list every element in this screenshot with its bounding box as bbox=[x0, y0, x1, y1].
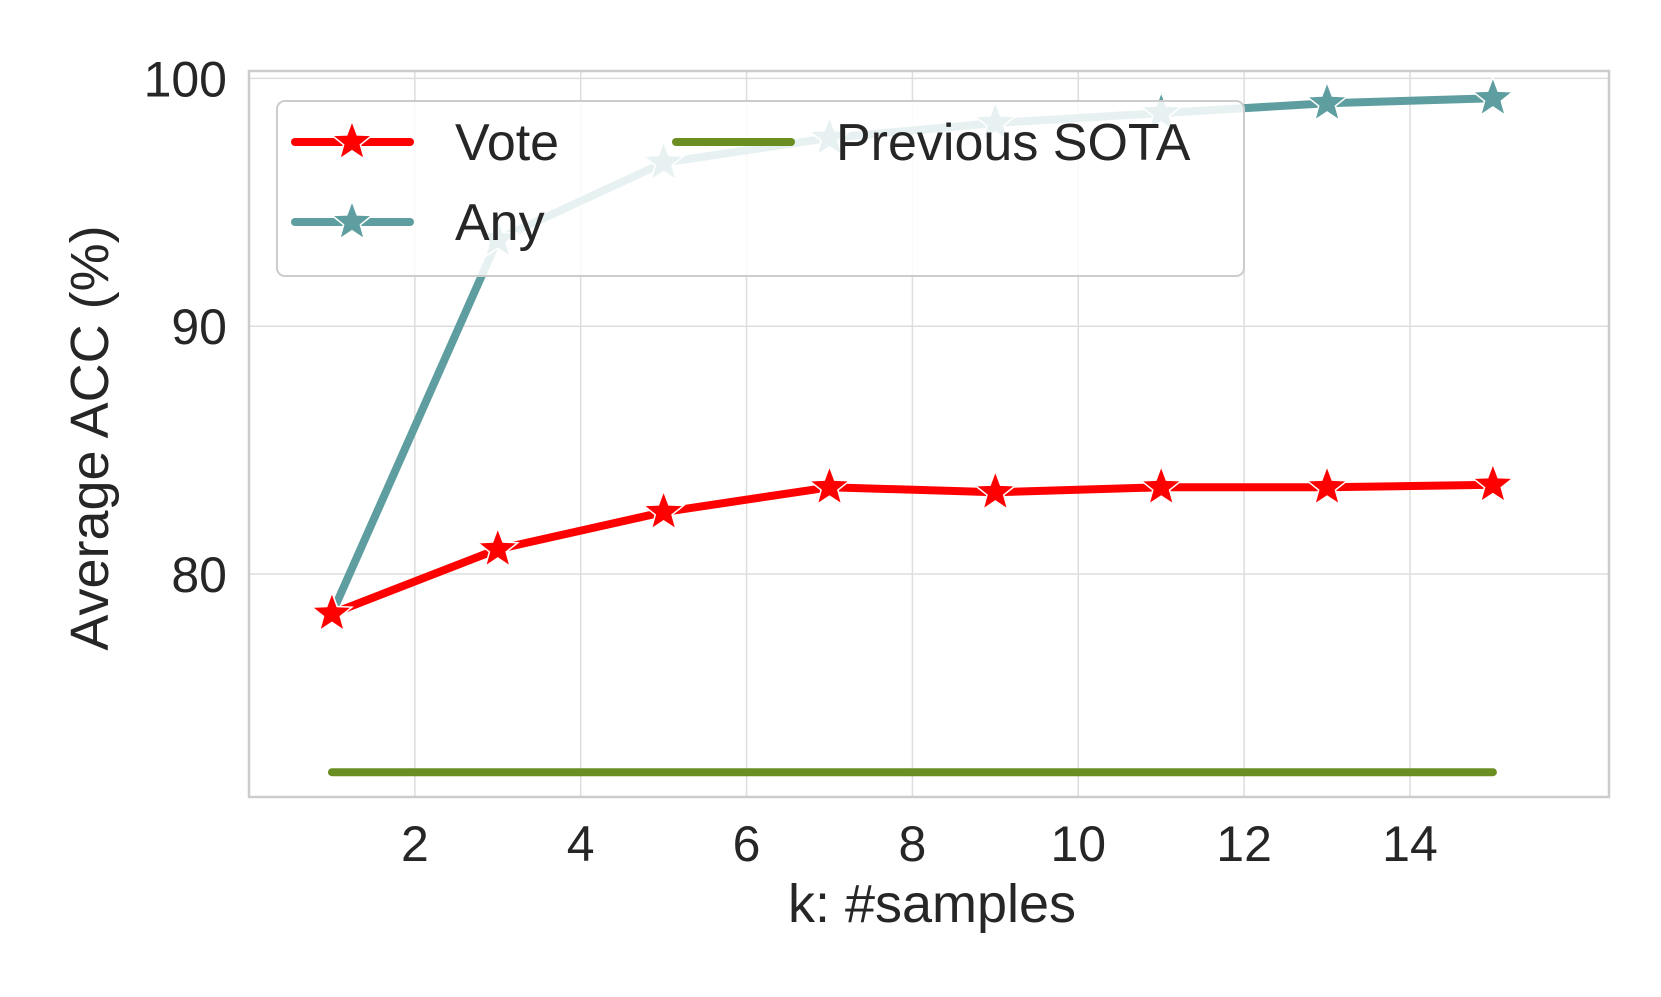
data-point-vote bbox=[1305, 464, 1350, 506]
data-point-vote bbox=[1470, 461, 1515, 504]
legend-item-vote: Vote bbox=[291, 114, 559, 172]
legend-marker-vote bbox=[329, 118, 375, 161]
y-tick-label: 100 bbox=[144, 51, 227, 107]
legend-item-any: Any bbox=[291, 194, 545, 252]
data-point-vote bbox=[1139, 464, 1184, 506]
legend-box bbox=[276, 100, 1245, 277]
data-point-any bbox=[1305, 80, 1350, 122]
x-tick-label: 6 bbox=[733, 816, 761, 872]
legend-label-previous-sota: Previous SOTA bbox=[836, 114, 1191, 172]
data-point-vote bbox=[807, 464, 852, 506]
x-axis-label: k: #samples bbox=[788, 874, 1076, 934]
data-point-vote bbox=[641, 488, 686, 531]
x-tick-labels: 2 4 6 8 10 12 14 bbox=[401, 816, 1438, 872]
x-tick-label: 12 bbox=[1216, 816, 1272, 872]
legend-label-any: Any bbox=[455, 194, 545, 252]
x-tick-label: 2 bbox=[401, 816, 429, 872]
x-tick-label: 14 bbox=[1382, 816, 1438, 872]
legend-label-vote: Vote bbox=[455, 114, 559, 172]
x-tick-label: 8 bbox=[899, 816, 927, 872]
x-tick-label: 4 bbox=[567, 816, 595, 872]
legend: Vote Any Previous SOTA bbox=[276, 100, 1245, 277]
data-point-vote bbox=[309, 590, 354, 633]
y-tick-labels: 80 90 100 bbox=[144, 51, 227, 603]
series-vote bbox=[309, 461, 1515, 633]
y-tick-label: 80 bbox=[171, 547, 227, 603]
data-point-vote bbox=[973, 469, 1018, 511]
y-tick-label: 90 bbox=[171, 299, 227, 355]
y-axis-label: Average ACC (%) bbox=[60, 225, 120, 650]
legend-item-previous-sota: Previous SOTA bbox=[672, 114, 1191, 172]
data-point-vote bbox=[475, 526, 520, 568]
legend-marker-any bbox=[329, 198, 375, 241]
series-line-vote bbox=[327, 480, 1497, 618]
plot-frame bbox=[247, 69, 1611, 799]
x-tick-label: 10 bbox=[1050, 816, 1106, 872]
data-point-any bbox=[1470, 75, 1515, 117]
